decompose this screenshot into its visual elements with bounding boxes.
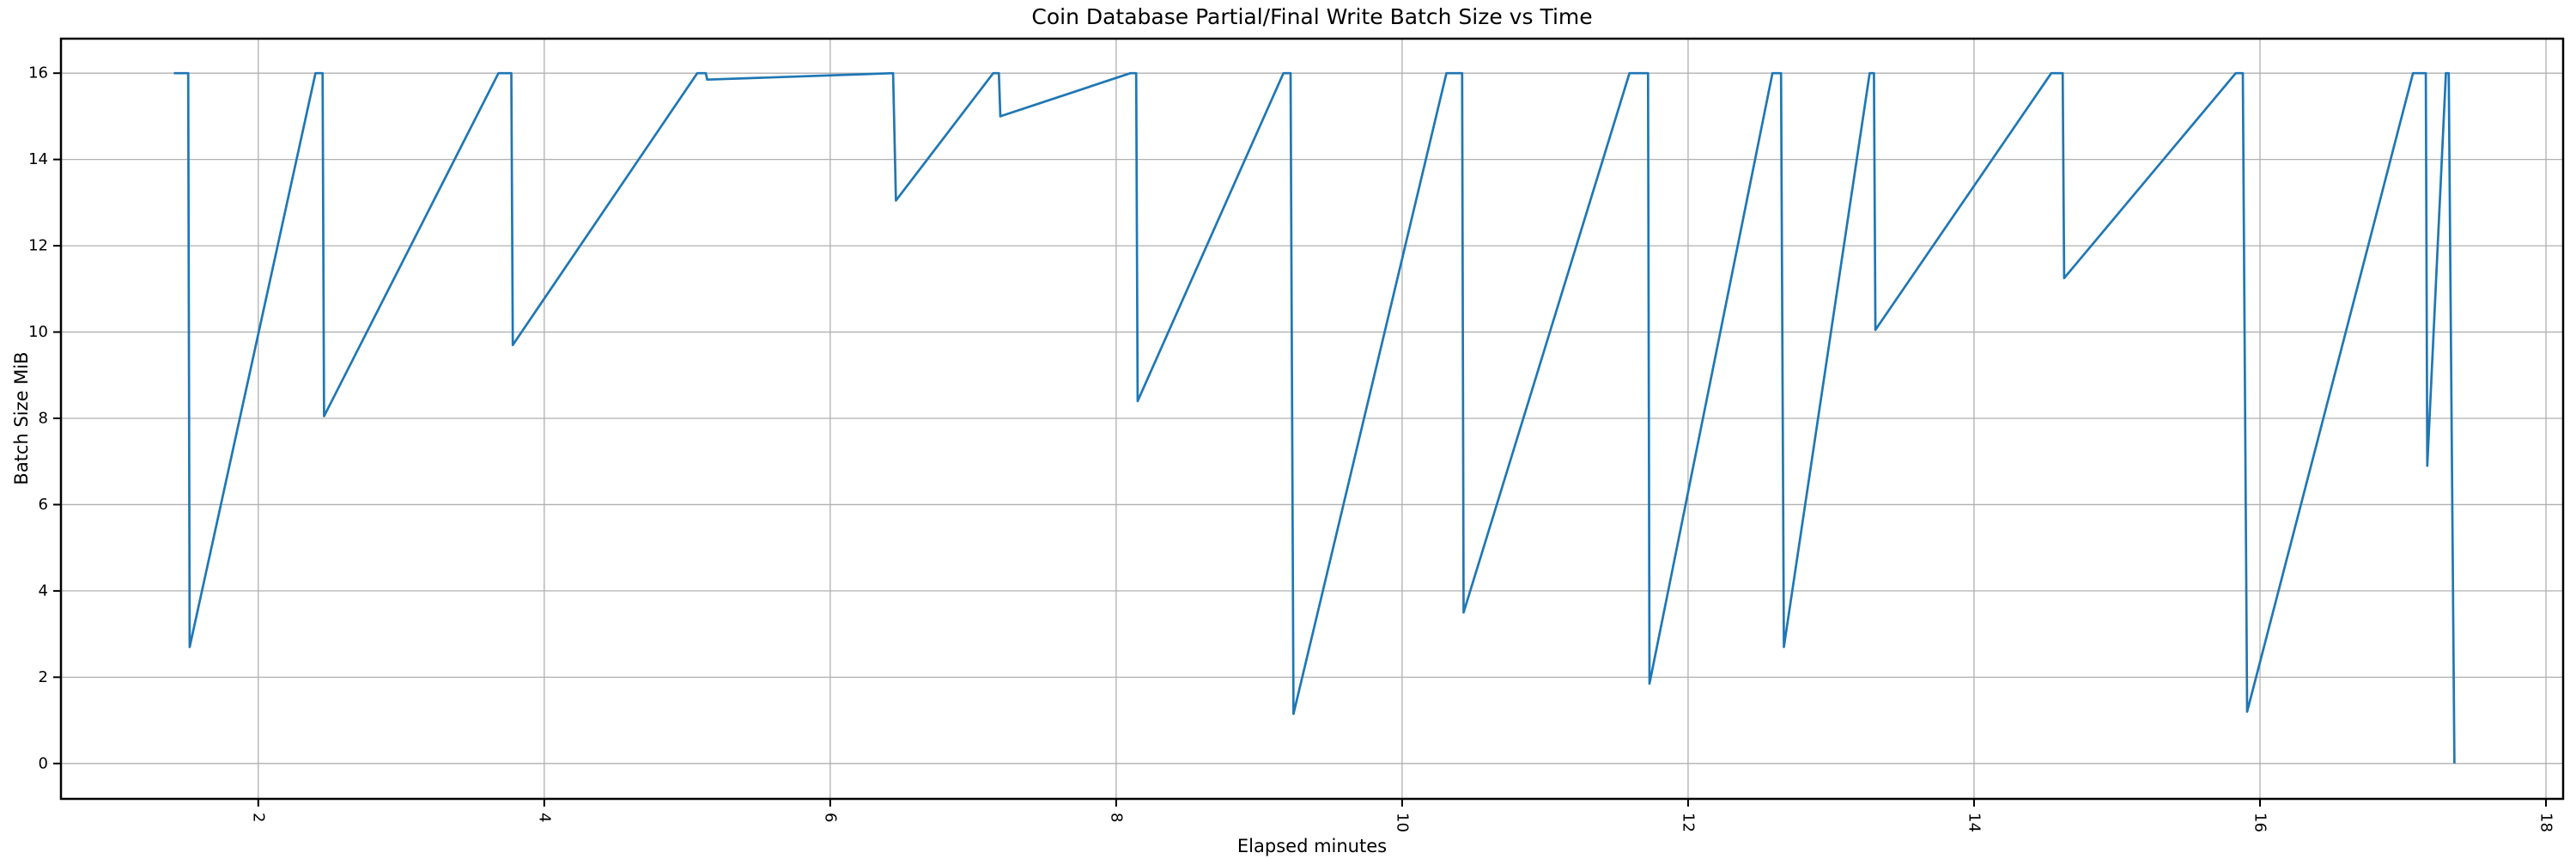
x-tick-label: 10	[1393, 813, 1411, 832]
y-tick-label: 8	[39, 409, 48, 427]
x-tick-label: 14	[1965, 813, 1983, 832]
data-line	[173, 71, 2456, 764]
axis-ticks	[53, 72, 2548, 807]
y-tick-label: 0	[39, 754, 48, 772]
x-tick-label: 18	[2537, 813, 2555, 832]
tick-labels: 2 4 6 8 10 12 14 16 18 0 2 4 6 8 10 12 14 16	[28, 64, 2555, 832]
x-tick-label: 8	[1107, 813, 1125, 822]
y-tick-label: 14	[28, 150, 48, 168]
y-tick-label: 10	[28, 323, 48, 341]
x-tick-label: 16	[2251, 813, 2269, 832]
y-tick-label: 16	[28, 64, 48, 82]
x-tick-label: 4	[535, 813, 553, 822]
y-tick-label: 4	[39, 582, 48, 600]
x-tick-label: 6	[821, 813, 839, 822]
chart-title: Coin Database Partial/Final Write Batch …	[1031, 4, 1592, 29]
y-axis-label: Batch Size MiB	[11, 351, 32, 484]
x-tick-label: 2	[249, 813, 267, 822]
gridlines	[61, 39, 2563, 799]
plot-frame-spines	[59, 37, 2565, 801]
y-tick-label: 6	[39, 496, 48, 514]
x-axis-label: Elapsed minutes	[1237, 836, 1387, 856]
y-tick-label: 2	[39, 668, 48, 686]
y-tick-label: 12	[28, 237, 48, 255]
x-tick-label: 12	[1679, 813, 1697, 832]
